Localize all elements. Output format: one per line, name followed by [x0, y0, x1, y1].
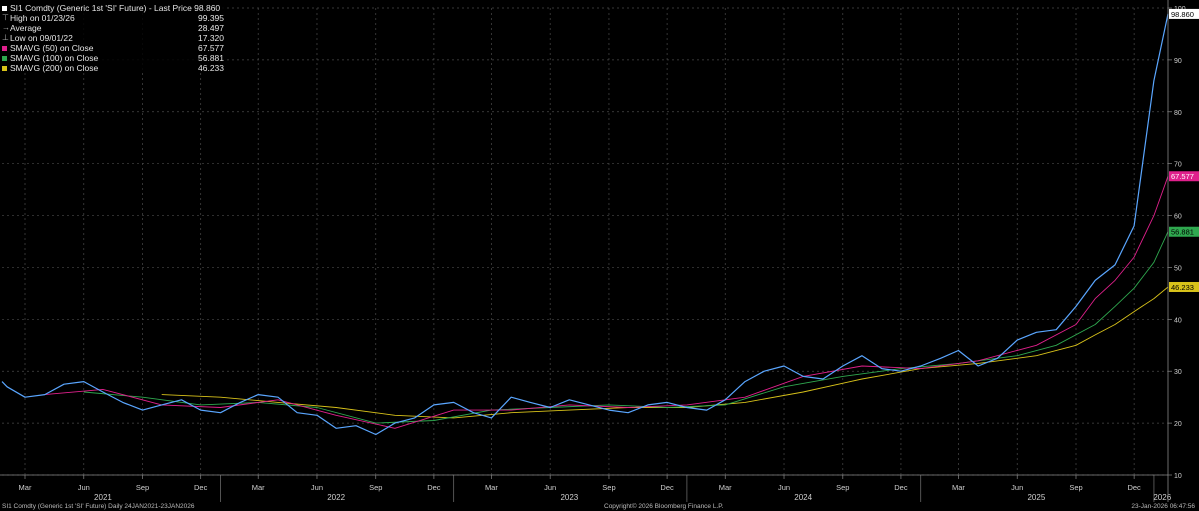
y-tick-label: 80: [1174, 110, 1182, 117]
month-tick-label: Jun: [778, 483, 790, 492]
sma200-last-value-badge: [1169, 281, 1199, 292]
sma200-last-value-label: 46.233: [1171, 283, 1194, 292]
month-tick-label: Sep: [1069, 483, 1082, 492]
month-tick-label: Dec: [894, 483, 908, 492]
chart-legend: SI1 Comdty (Generic 1st 'SI' Future) - L…: [2, 3, 224, 73]
month-tick-label: Mar: [952, 483, 965, 492]
sma200-series-line: [161, 286, 1169, 419]
month-tick-label: Dec: [1127, 483, 1141, 492]
legend-row-sma100: SMAVG (100) on Close 56.881: [2, 53, 224, 63]
footer-description: SI1 Comdty (Generic 1st 'SI' Future) Dai…: [2, 503, 195, 510]
month-tick-label: Dec: [427, 483, 441, 492]
price-last-value-badge: [1169, 8, 1199, 19]
year-tick-label: 2023: [560, 493, 578, 502]
y-tick-label: 20: [1174, 421, 1182, 428]
legend-row-low: ⊥ Low on 09/01/22 17.320: [2, 33, 224, 43]
chart-footer: SI1 Comdty (Generic 1st 'SI' Future) Dai…: [0, 502, 1199, 511]
footer-copyright: Copyright© 2026 Bloomberg Finance L.P.: [604, 503, 724, 510]
y-tick-label: 40: [1174, 317, 1182, 324]
legend-row-sma50: SMAVG (50) on Close 67.577: [2, 43, 224, 53]
month-tick-label: Sep: [136, 483, 149, 492]
month-tick-label: Sep: [602, 483, 615, 492]
month-tick-label: Dec: [660, 483, 674, 492]
sma100-series-line: [83, 231, 1169, 424]
year-tick-label: 2022: [327, 493, 345, 502]
legend-value: 17.320: [198, 33, 224, 43]
legend-label: Average: [10, 23, 42, 33]
legend-row-high: ⊤ High on 01/23/26 99.395: [2, 13, 224, 23]
y-tick-label: 50: [1174, 265, 1182, 272]
sma100-last-value-badge: [1169, 226, 1199, 237]
legend-row-sma200: SMAVG (200) on Close 46.233: [2, 63, 224, 73]
year-tick-label: 2025: [1027, 493, 1045, 502]
year-tick-label: 2021: [94, 493, 112, 502]
legend-value: 46.233: [198, 63, 224, 73]
month-tick-label: Sep: [836, 483, 849, 492]
low-marker-icon: ⊥: [2, 33, 9, 42]
month-tick-label: Sep: [369, 483, 382, 492]
legend-value: 56.881: [198, 53, 224, 63]
sma100-swatch-icon: [2, 55, 7, 61]
legend-title: SI1 Comdty (Generic 1st 'SI' Future) - L…: [10, 3, 221, 13]
legend-row-average: → Average 28.497: [2, 23, 224, 33]
legend-label: SMAVG (50) on Close: [10, 43, 94, 53]
price-series-line: [1, 13, 1169, 436]
legend-label: SMAVG (100) on Close: [10, 53, 99, 63]
legend-value: 99.395: [198, 13, 224, 23]
average-marker-icon: →: [2, 23, 10, 32]
footer-timestamp: 23-Jan-2026 06:47:56: [1131, 503, 1195, 510]
legend-value: 28.497: [198, 23, 224, 33]
y-tick-label: 70: [1174, 162, 1182, 169]
sma50-series-line: [44, 176, 1169, 429]
chart-grid: [2, 7, 1168, 476]
sma100-last-value-label: 56.881: [1171, 228, 1194, 237]
sma50-swatch-icon: [2, 45, 7, 51]
sma50-last-value-label: 67.577: [1171, 172, 1194, 181]
month-tick-label: Jun: [78, 483, 90, 492]
price-last-value-label: 98.860: [1171, 10, 1194, 19]
month-tick-label: Mar: [485, 483, 498, 492]
price-swatch-icon: [2, 5, 7, 11]
month-tick-label: Jun: [1011, 483, 1023, 492]
legend-label: Low on 09/01/22: [10, 33, 73, 43]
legend-label: High on 01/23/26: [10, 13, 75, 23]
month-tick-label: Mar: [719, 483, 732, 492]
month-tick-label: Dec: [194, 483, 208, 492]
legend-value: 67.577: [198, 43, 224, 53]
year-tick-label: 2024: [794, 493, 812, 502]
y-tick-label: 10: [1174, 473, 1182, 480]
sma200-swatch-icon: [2, 65, 7, 71]
legend-title-row: SI1 Comdty (Generic 1st 'SI' Future) - L…: [2, 3, 224, 13]
high-marker-icon: ⊤: [2, 13, 9, 22]
y-tick-label: 90: [1174, 58, 1182, 65]
month-tick-label: Mar: [19, 483, 32, 492]
legend-label: SMAVG (200) on Close: [10, 63, 99, 73]
y-tick-label: 60: [1174, 214, 1182, 221]
month-tick-label: Mar: [252, 483, 265, 492]
y-tick-label: 30: [1174, 369, 1182, 376]
year-tick-label: 2026: [1153, 493, 1171, 502]
month-tick-label: Jun: [311, 483, 323, 492]
month-tick-label: Jun: [544, 483, 556, 492]
sma50-last-value-badge: [1169, 171, 1199, 182]
chart-series: [1, 13, 1169, 436]
